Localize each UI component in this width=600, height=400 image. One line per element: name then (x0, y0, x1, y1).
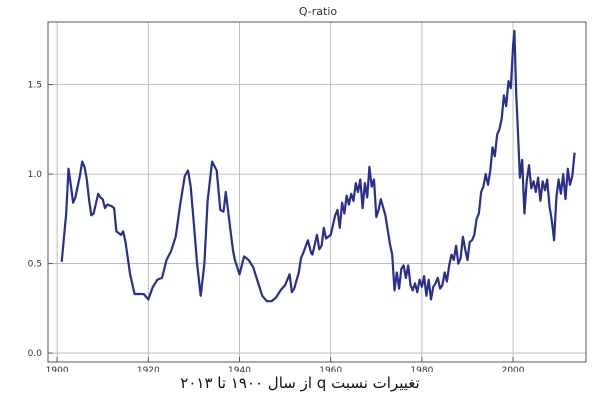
y-tick-label: 1.5 (28, 81, 42, 91)
x-tick-label: 1900 (46, 366, 69, 372)
q-ratio-chart: Q-ratio 1900 1920 1940 1960 1980 2000 0.0 0.5 1… (28, 5, 587, 372)
x-tick-label: 1920 (137, 366, 160, 372)
chart-title: Q-ratio (299, 5, 338, 18)
y-axis-ticks: 0.0 0.5 1.0 1.5 (28, 81, 53, 359)
x-axis-ticks: 1900 1920 1940 1960 1980 2000 (46, 357, 525, 372)
grid-lines (48, 22, 586, 362)
plot-frame (47, 21, 587, 363)
y-tick-label: 0.0 (28, 349, 43, 359)
x-tick-label: 1960 (319, 366, 342, 372)
y-tick-label: 0.5 (28, 260, 42, 270)
x-tick-label: 2000 (502, 366, 525, 372)
y-tick-label: 1.0 (28, 170, 43, 180)
x-tick-label: 1940 (228, 366, 251, 372)
figure-caption: تغییرات نسبت q از سال ۱۹۰۰ تا ۲۰۱۳ (180, 374, 420, 392)
q-ratio-series-line (60, 29, 576, 303)
x-tick-label: 1980 (410, 366, 433, 372)
